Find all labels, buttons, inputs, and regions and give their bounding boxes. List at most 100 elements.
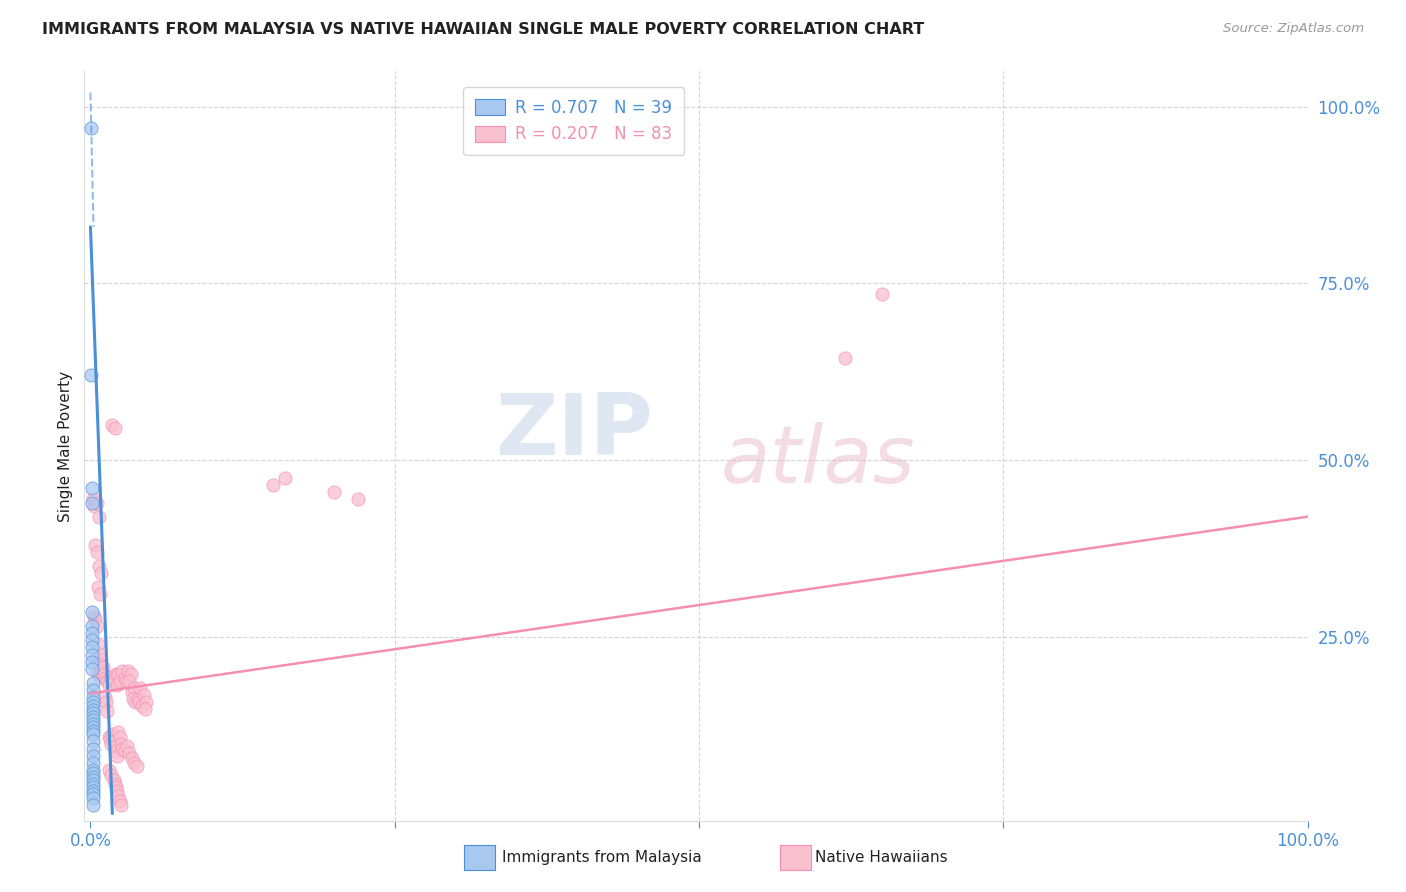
Point [128, 695, 150, 709]
Point [82, 491, 104, 506]
Point [82, 791, 104, 805]
Point [82, 734, 104, 748]
Point [274, 471, 297, 485]
Point [82, 741, 104, 756]
Point [101, 417, 124, 432]
Point [105, 666, 128, 681]
Point [117, 664, 139, 678]
Point [110, 798, 132, 813]
Point [82, 633, 104, 648]
Point [101, 727, 124, 741]
Point [105, 678, 128, 692]
Y-axis label: Single Male Poverty: Single Male Poverty [58, 370, 73, 522]
Point [84, 538, 107, 552]
Point [86, 495, 108, 509]
Point [105, 744, 128, 758]
Point [82, 690, 104, 704]
Point [322, 485, 344, 500]
Point [118, 673, 141, 688]
Point [82, 766, 104, 780]
Point [82, 695, 104, 709]
Point [80, 495, 103, 509]
Point [131, 699, 153, 714]
Point [97, 730, 120, 744]
Point [82, 648, 104, 662]
Point [135, 695, 157, 709]
Text: Immigrants from Malaysia: Immigrants from Malaysia [502, 850, 702, 864]
Point [108, 673, 131, 688]
Point [83, 499, 105, 513]
Point [94, 671, 117, 685]
Text: IMMIGRANTS FROM MALAYSIA VS NATIVE HAWAIIAN SINGLE MALE POVERTY CORRELATION CHAR: IMMIGRANTS FROM MALAYSIA VS NATIVE HAWAI… [42, 22, 924, 37]
Point [96, 673, 118, 688]
Point [93, 666, 115, 681]
Point [105, 780, 128, 794]
Point [118, 747, 141, 761]
Point [82, 699, 104, 714]
Point [87, 580, 110, 594]
Point [82, 723, 104, 738]
Text: Native Hawaiians: Native Hawaiians [815, 850, 948, 864]
Point [80, 482, 103, 496]
Point [82, 780, 104, 795]
Point [90, 566, 112, 581]
Point [82, 770, 104, 784]
Point [82, 655, 104, 669]
Point [82, 720, 104, 734]
Point [110, 737, 132, 751]
Point [108, 730, 131, 744]
Point [82, 788, 104, 802]
Point [107, 725, 129, 739]
Point [104, 777, 127, 791]
Point [114, 673, 136, 688]
Point [84, 612, 107, 626]
Point [83, 608, 105, 623]
Point [121, 685, 143, 699]
Point [108, 794, 131, 808]
Point [87, 637, 110, 651]
Point [82, 784, 104, 798]
Point [103, 772, 125, 787]
Point [82, 703, 104, 717]
Point [107, 789, 129, 803]
Point [114, 671, 136, 685]
Point [82, 763, 104, 777]
Text: ZIP: ZIP [495, 390, 652, 473]
Point [107, 666, 129, 681]
Point [82, 710, 104, 724]
Point [80, 605, 103, 619]
Point [100, 737, 122, 751]
Point [111, 741, 134, 756]
Point [91, 659, 114, 673]
Point [82, 773, 104, 788]
Point [87, 559, 110, 574]
Point [111, 664, 134, 678]
Point [87, 651, 110, 665]
Point [82, 777, 104, 791]
Legend: R = 0.707   N = 39, R = 0.207   N = 83: R = 0.707 N = 39, R = 0.207 N = 83 [464, 87, 683, 155]
Point [105, 748, 128, 763]
Point [96, 704, 118, 718]
Point [86, 619, 108, 633]
Point [89, 587, 111, 601]
Point [82, 756, 104, 770]
Point [122, 756, 145, 770]
Point [134, 702, 156, 716]
Point [124, 695, 146, 709]
Point [90, 664, 112, 678]
Point [129, 681, 152, 695]
Point [82, 640, 104, 655]
Point [104, 739, 127, 754]
Point [100, 670, 122, 684]
Point [104, 421, 127, 435]
Point [120, 666, 142, 681]
Point [82, 682, 104, 697]
Point [82, 716, 104, 731]
Point [87, 665, 110, 680]
Point [103, 673, 125, 688]
Point [122, 692, 145, 706]
Point [89, 648, 111, 662]
Point [87, 509, 110, 524]
Point [122, 681, 145, 695]
Point [100, 767, 122, 781]
